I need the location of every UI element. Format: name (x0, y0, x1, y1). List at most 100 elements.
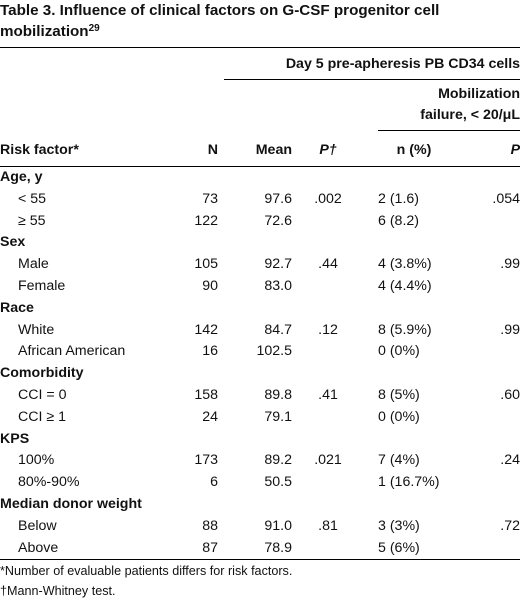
data-table: Day 5 pre-apheresis PB CD34 cells Mobili… (0, 47, 520, 560)
cell-p2 (464, 211, 520, 233)
header-columns-row: Risk factor* N Mean P† n (%) P (0, 134, 520, 167)
cell-p2 (464, 472, 520, 494)
header-group-row: Day 5 pre-apheresis PB CD34 cells (0, 47, 520, 80)
table-row: African American 16 102.5 0 (0%) (0, 341, 520, 363)
group-row: Sex (0, 232, 520, 254)
cell-n: 122 (194, 212, 218, 229)
table-row: 100% 173 89.2 .021 7 (4%) .24 (0, 450, 520, 472)
cell-p2: .99 (500, 256, 520, 273)
cell-p1: .021 (314, 452, 342, 469)
cell-n: 142 (194, 321, 218, 338)
group-row: Comorbidity (0, 363, 520, 385)
cell-p2: .72 (500, 517, 520, 534)
cell-n: 173 (194, 452, 218, 469)
group-label: KPS (0, 430, 30, 447)
cell-p2: .99 (500, 321, 520, 338)
group-label: Median donor weight (0, 495, 142, 512)
cell-n: 90 (202, 277, 218, 294)
cell-mean: 50.5 (264, 474, 292, 491)
cell-n: 87 (202, 539, 218, 556)
header-empty-cell (0, 47, 160, 80)
table-row: ≥ 55 122 72.6 6 (8.2) (0, 211, 520, 233)
group-row: Age, y (0, 167, 520, 189)
cell-n-pct: 5 (6%) (378, 539, 420, 556)
header-subgroup-row: Mobilization failure, < 20/μL (0, 80, 520, 134)
cell-p1: .81 (318, 517, 338, 534)
cell-risk-factor: 80%-90% (18, 474, 80, 491)
cell-mean: 91.0 (264, 517, 292, 534)
header-group-label: Day 5 pre-apheresis PB CD34 cells (218, 47, 520, 80)
subgroup-line1: Mobilization (438, 85, 520, 102)
cell-risk-factor: Female (18, 277, 66, 294)
group-row: KPS (0, 429, 520, 451)
cell-risk-factor: African American (18, 343, 126, 360)
cell-n-pct: 6 (8.2) (378, 212, 420, 229)
cell-n: 88 (202, 517, 218, 534)
cell-n-pct: 0 (0%) (378, 343, 420, 360)
cell-mean: 78.9 (264, 539, 292, 556)
cell-p1 (292, 211, 364, 233)
footnote-asterisk: *Number of evaluable patients differs fo… (0, 564, 293, 578)
cell-p1 (292, 276, 364, 298)
header-group-label-text: Day 5 pre-apheresis PB CD34 cells (224, 49, 520, 80)
cell-p1: .41 (318, 386, 338, 403)
cell-risk-factor: Male (18, 256, 49, 273)
cell-risk-factor: ≥ 55 (18, 212, 46, 229)
cell-n-pct: 7 (4%) (378, 452, 420, 469)
cell-p1 (292, 407, 364, 429)
col-p2: P (510, 142, 520, 158)
col-n-pct: n (%) (396, 142, 432, 158)
group-row: Race (0, 298, 520, 320)
cell-p2 (464, 341, 520, 363)
cell-n: 6 (210, 474, 218, 491)
table-title-text: Table 3. Influence of clinical factors o… (0, 2, 440, 40)
cell-n-pct: 0 (0%) (378, 408, 420, 425)
table-row: Female 90 83.0 4 (4.4%) (0, 276, 520, 298)
footnotes: *Number of evaluable patients differs fo… (0, 561, 520, 601)
table-body: Age, y < 55 73 97.6 .002 2 (1.6) .054 ≥ 55 122 72… (0, 167, 520, 560)
cell-mean: 79.1 (264, 408, 292, 425)
cell-risk-factor: CCI ≥ 1 (18, 408, 66, 425)
footnote-dagger: †Mann-Whitney test. (0, 584, 116, 598)
cell-risk-factor: Above (18, 539, 59, 556)
cell-p2 (464, 538, 520, 560)
cell-n-pct: 3 (3%) (378, 517, 420, 534)
cell-n-pct: 8 (5.9%) (378, 321, 432, 338)
cell-p2 (464, 276, 520, 298)
cell-n-pct: 2 (1.6) (378, 190, 420, 207)
table-row: Above 87 78.9 5 (6%) (0, 538, 520, 560)
table-row: Below 88 91.0 .81 3 (3%) .72 (0, 516, 520, 538)
cell-p2: .24 (500, 452, 520, 469)
cell-p2 (464, 407, 520, 429)
cell-risk-factor: < 55 (18, 190, 47, 207)
table-row: CCI = 0 158 89.8 .41 8 (5%) .60 (0, 385, 520, 407)
cell-risk-factor: 100% (18, 452, 55, 469)
cell-n-pct: 4 (4.4%) (378, 277, 432, 294)
col-p1: P† (319, 142, 337, 158)
cell-n: 16 (202, 343, 218, 360)
title-reference: 29 (88, 23, 100, 34)
cell-mean: 89.8 (264, 386, 292, 403)
cell-p2: .054 (492, 190, 520, 207)
group-label: Age, y (0, 169, 43, 185)
table-row: White 142 84.7 .12 8 (5.9%) .99 (0, 320, 520, 342)
cell-n: 24 (202, 408, 218, 425)
table-row: Male 105 92.7 .44 4 (3.8%) .99 (0, 254, 520, 276)
cell-p2: .60 (500, 386, 520, 403)
table-row: CCI ≥ 1 24 79.1 0 (0%) (0, 407, 520, 429)
cell-n-pct: 8 (5%) (378, 386, 420, 403)
col-risk-factor: Risk factor* (0, 142, 79, 158)
cell-n-pct: 1 (16.7%) (378, 474, 440, 491)
cell-mean: 89.2 (264, 452, 292, 469)
header-subgroup-label: Mobilization failure, < 20/μL (364, 80, 520, 134)
cell-risk-factor: Below (18, 517, 57, 534)
table-title: Table 3. Influence of clinical factors o… (0, 0, 520, 42)
cell-n-pct: 4 (3.8%) (378, 256, 432, 273)
cell-mean: 72.6 (264, 212, 292, 229)
cell-n: 158 (194, 386, 218, 403)
cell-p1 (292, 341, 364, 363)
col-n: N (207, 142, 218, 158)
header-empty-cell (0, 80, 364, 134)
group-row: Median donor weight (0, 494, 520, 516)
